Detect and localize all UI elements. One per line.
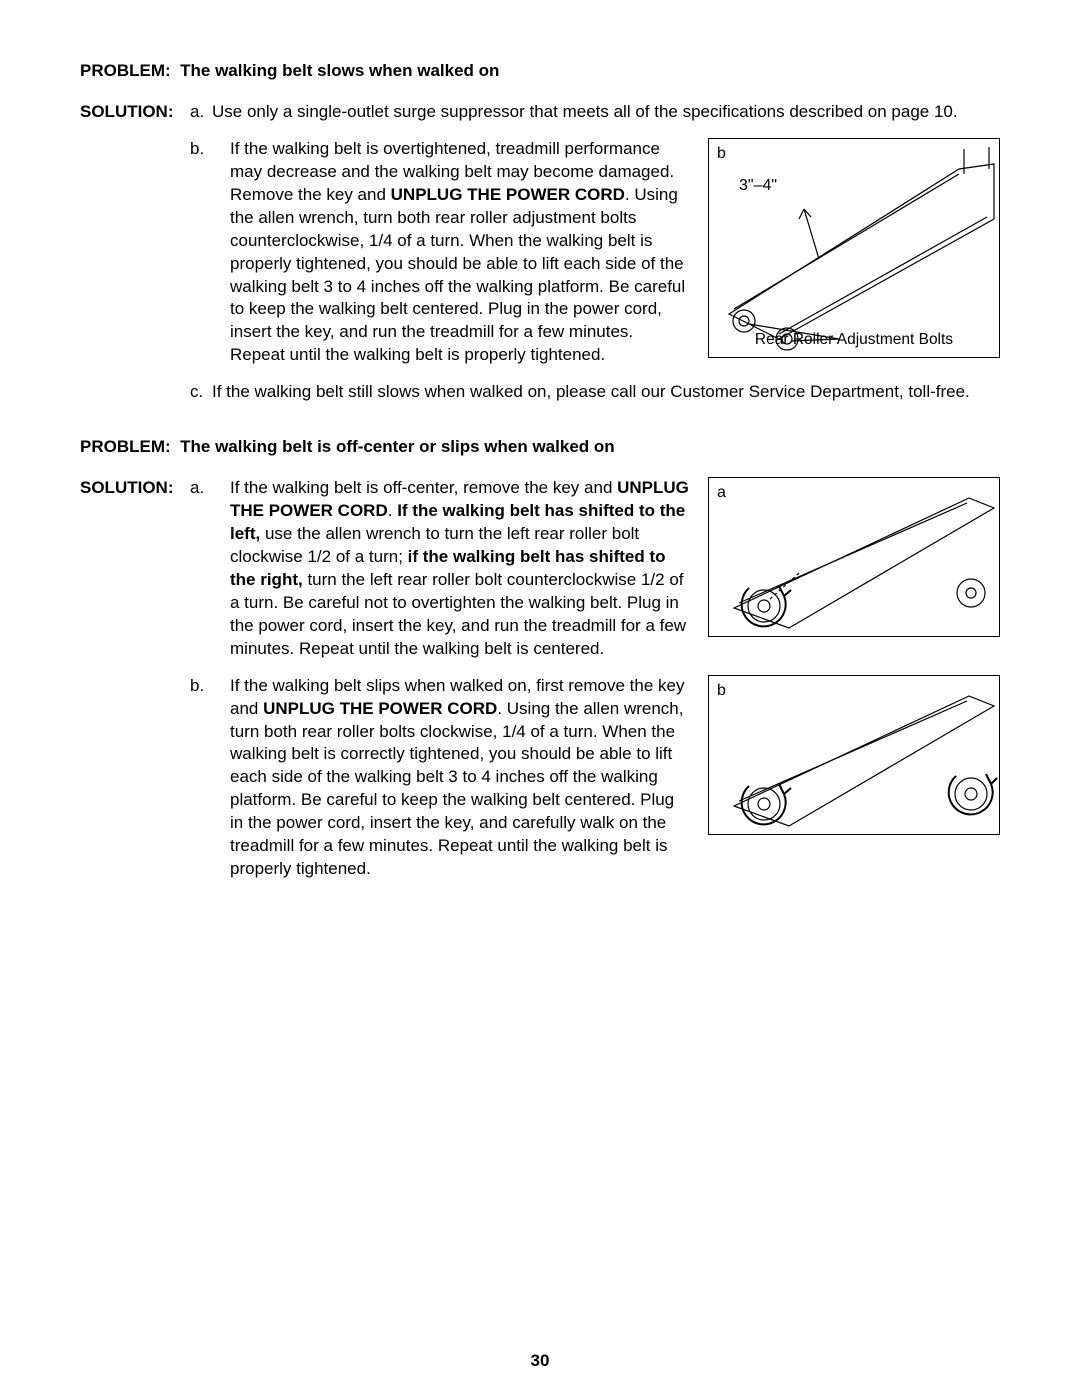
p1-item-b: b. If the walking belt is overtightened,… (190, 138, 1000, 367)
problem1-heading: PROBLEM: The walking belt slows when wal… (80, 60, 1000, 83)
bold-fragment: UNPLUG THE POWER CORD (263, 699, 497, 718)
problem1-text: The walking belt slows when walked on (180, 61, 499, 80)
solution-label: SOLUTION: (80, 101, 190, 418)
item-letter: c. (190, 381, 212, 404)
item-text: If the walking belt is overtightened, tr… (230, 138, 690, 367)
p2-item-a: a. If the walking belt is off-center, re… (190, 477, 1000, 661)
problem1-items: a. Use only a single-outlet surge suppre… (190, 101, 1000, 418)
figure-measure: 3"–4" (739, 175, 777, 197)
problem-label: PROBLEM: (80, 437, 171, 456)
p1-item-c: c. If the walking belt still slows when … (190, 381, 1000, 404)
item-text: If the walking belt is off-center, remov… (230, 477, 690, 661)
item-text: Use only a single-outlet surge suppresso… (212, 101, 1000, 124)
problem2-solution: SOLUTION: a. If the walking belt is off-… (80, 477, 1000, 895)
item-letter: a. (190, 101, 212, 124)
p2-item-b: b. If the walking belt slips when walked… (190, 675, 1000, 881)
figure-p1-b: b 3"–4" (708, 138, 1000, 358)
problem2-text: The walking belt is off-center or slips … (180, 437, 615, 456)
item-letter: b. (190, 138, 212, 161)
figure-caption: Rear Roller Adjustment Bolts (709, 330, 999, 351)
item-text: If the walking belt still slows when wal… (212, 381, 1000, 404)
figure-label: a (717, 482, 726, 504)
item-letter: b. (190, 675, 212, 698)
problem2-heading: PROBLEM: The walking belt is off-center … (80, 436, 1000, 459)
page-number: 30 (0, 1350, 1080, 1373)
text-fragment: If the walking belt is off-center, remov… (230, 478, 617, 497)
solution-label: SOLUTION: (80, 477, 190, 895)
figure-label: b (717, 680, 726, 702)
manual-page: PROBLEM: The walking belt slows when wal… (0, 0, 1080, 1397)
item-text: If the walking belt slips when walked on… (230, 675, 690, 881)
text-fragment: . (388, 501, 397, 520)
text-fragment: . Using the allen wrench, turn both rear… (230, 185, 685, 365)
problem1-solution: SOLUTION: a. Use only a single-outlet su… (80, 101, 1000, 418)
treadmill-diagram-icon (709, 139, 999, 359)
text-fragment: . Using the allen wrench, turn both rear… (230, 699, 683, 879)
problem2-items: a. If the walking belt is off-center, re… (190, 477, 1000, 895)
figure-label: b (717, 143, 726, 165)
figure-p2-b: b (708, 675, 1000, 835)
figure-p2-a: a (708, 477, 1000, 637)
item-letter: a. (190, 477, 212, 500)
p1-item-a: a. Use only a single-outlet surge suppre… (190, 101, 1000, 124)
problem-label: PROBLEM: (80, 61, 171, 80)
treadmill-both-rollers-diagram-icon (709, 676, 999, 836)
treadmill-roller-diagram-icon (709, 478, 999, 638)
bold-fragment: UNPLUG THE POWER CORD (391, 185, 625, 204)
